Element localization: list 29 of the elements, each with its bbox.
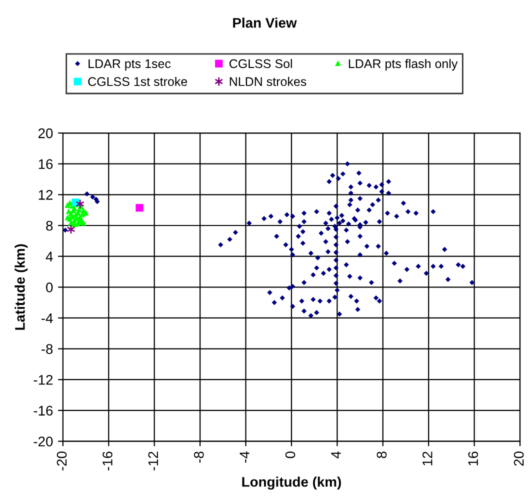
y-tick-label: 4 — [46, 252, 53, 262]
y-tick-label: -16 — [34, 406, 53, 416]
legend-label: CGLSS 1st stroke — [88, 76, 188, 86]
y-tick-label: -12 — [34, 374, 53, 385]
x-axis-title: Longitude (km) — [242, 476, 341, 490]
y-tick-label: 8 — [46, 220, 53, 231]
x-tick-label: 0 — [285, 452, 296, 458]
x-tick-label: 8 — [376, 452, 387, 458]
legend-label: LDAR pts 1sec — [88, 59, 171, 71]
y-axis-title: Latitude (km) — [14, 244, 28, 330]
y-tick-label: -4 — [41, 313, 53, 323]
y-tick-label: 0 — [46, 282, 53, 292]
x-tick-label: -12 — [148, 452, 158, 470]
y-tick-label: 12 — [38, 190, 53, 200]
x-tick-label: 16 — [468, 452, 478, 466]
y-tick-label: 16 — [38, 159, 53, 170]
y-tick-label: 20 — [38, 128, 53, 138]
legend-label: CGLSS Sol — [229, 58, 292, 68]
x-tick-label: 20 — [514, 452, 524, 466]
y-tick-label: -20 — [34, 436, 53, 446]
x-tick-label: 4 — [331, 451, 341, 458]
x-tick-label: -8 — [194, 452, 204, 463]
legend-label: LDAR pts flash only — [348, 58, 458, 71]
chart-title: Plan View — [233, 18, 297, 28]
x-tick-label: 12 — [422, 452, 432, 466]
y-tick-label: -8 — [41, 344, 53, 354]
x-tick-label: -16 — [102, 452, 112, 470]
x-tick-label: -4 — [240, 451, 250, 463]
legend-label: NLDN strokes — [230, 76, 306, 86]
